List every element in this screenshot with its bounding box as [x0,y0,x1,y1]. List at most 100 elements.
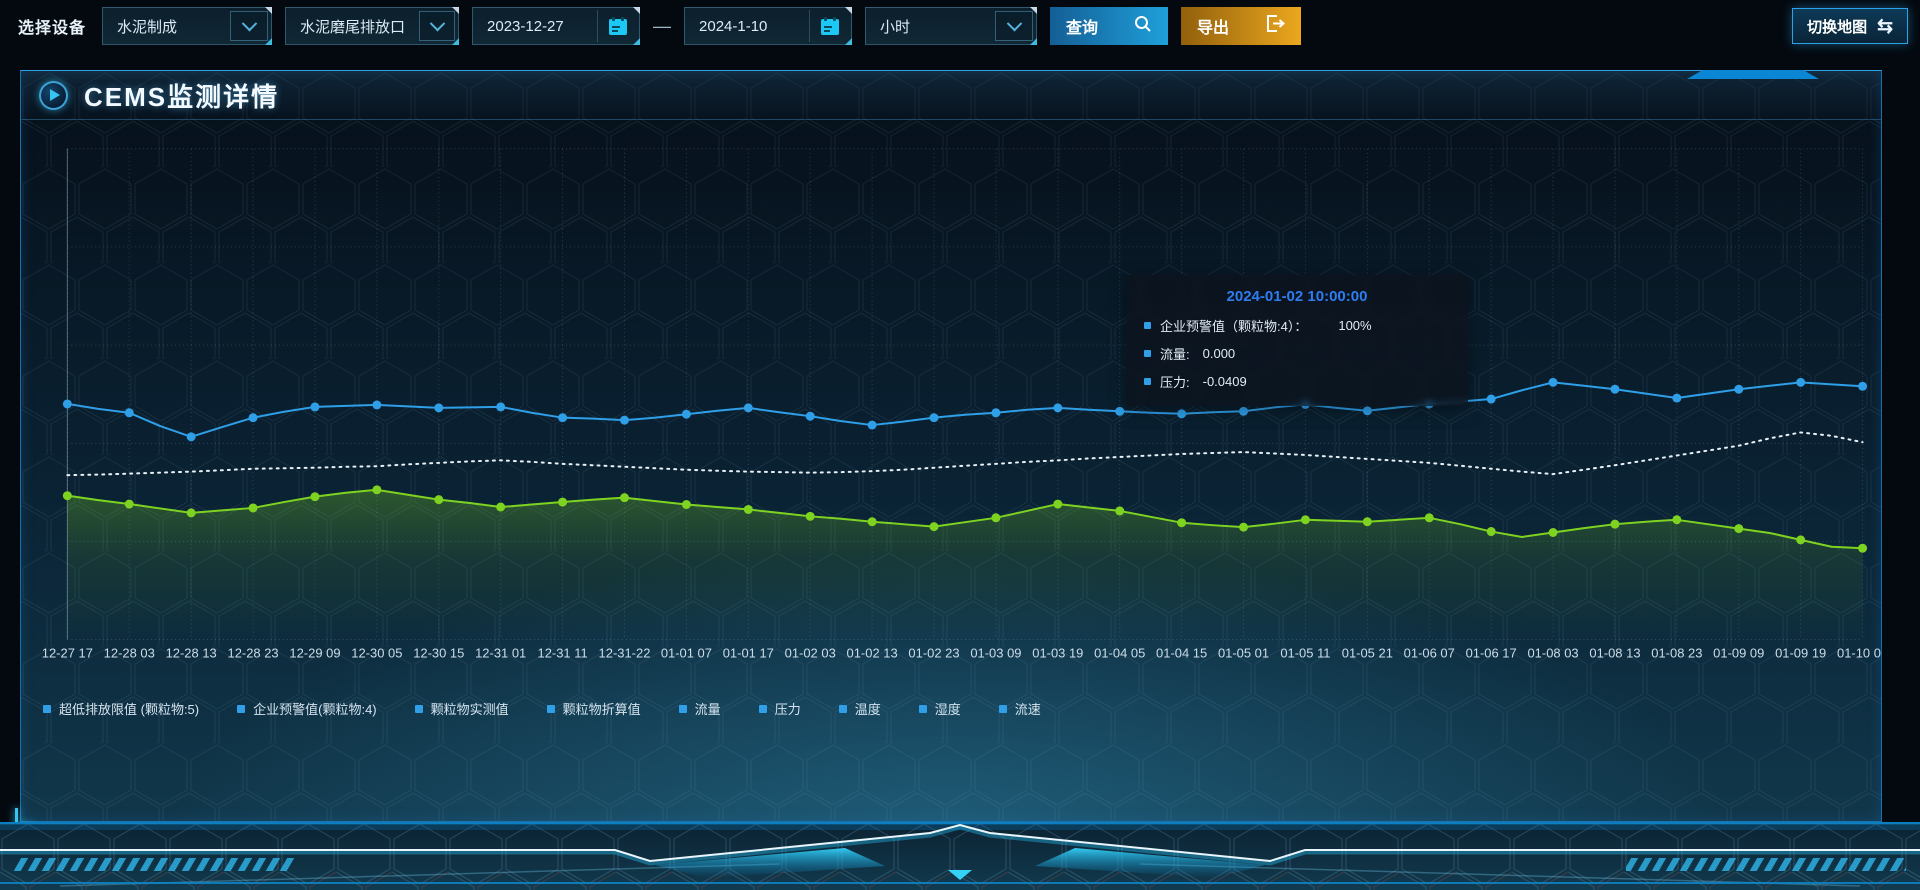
legend-marker-icon [237,704,246,713]
legend-item-label: 流速 [1014,702,1041,717]
tooltip-row-label: 流量: [1160,347,1190,362]
x-axis-label: 01-05 21 [1342,645,1393,660]
x-axis-label: 01-01 07 [661,645,712,660]
legend-marker-icon [998,704,1007,713]
x-axis-label: 01-02 23 [908,645,959,660]
query-button-label: 查询 [1066,20,1099,37]
series-marker-icon [1144,350,1151,357]
cems-line-chart[interactable]: 12-27 17 12-28 03 12-28 13 12-28 23 12-29 09… [21,71,1881,821]
x-axis-label: 12-31 01 [475,645,526,660]
interval-select[interactable]: 小时 [865,7,1038,45]
switch-map-button[interactable]: 切换地图 ⇆ [1792,8,1908,44]
legend-item-label: 超低排放限值 (颗粒物:5) [59,702,200,717]
x-axis-label: 01-05 11 [1280,645,1330,660]
date-range-separator: — [653,15,672,36]
legend-marker-icon [838,704,847,713]
interval-select-value: 小时 [880,18,911,36]
swap-arrows-icon: ⇆ [1877,15,1893,37]
outlet-select[interactable]: 水泥磨尾排放口 [285,7,460,45]
legend-item[interactable]: 颗粒物折算值 [546,699,641,718]
tooltip-row-value: 0.000 [1202,346,1236,361]
start-date-input[interactable]: 2023-12-27 [472,7,641,45]
page-title: CEMS监测详情 [84,81,280,112]
export-button-label: 导出 [1197,20,1230,37]
x-axis-label: 12-31-22 [599,645,651,660]
x-axis-label: 01-08 13 [1589,645,1640,660]
x-axis-label: 12-31 11 [537,645,587,660]
legend-marker-icon [678,704,687,713]
chevron-down-icon[interactable] [230,11,269,41]
tech-footer-decoration [0,822,1920,890]
legend-item[interactable]: 颗粒物实测值 [414,699,509,718]
legend-marker-icon [546,704,555,713]
legend-item[interactable]: 湿度 [918,699,961,718]
outlet-select-value: 水泥磨尾排放口 [300,18,406,36]
series-marker-icon [1144,322,1151,329]
x-axis-label: 12-29 09 [289,645,340,660]
legend-item-label: 企业预警值(颗粒物:4) [253,702,377,717]
end-date-input[interactable]: 2024-1-10 [684,7,853,45]
device-category-select[interactable]: 水泥制成 [102,7,273,45]
x-axis-label: 01-09 09 [1713,645,1764,660]
x-axis-label: 12-28 03 [104,645,155,660]
x-axis-label: 01-02 13 [847,645,898,660]
header-notch-accent [1687,70,1819,79]
legend-item-label: 温度 [854,702,881,717]
export-icon [1266,15,1286,37]
legend-marker-icon [918,704,927,713]
legend-marker-icon [43,704,51,713]
chart-tooltip: 2024-01-02 10:00:00 企业预警值（颗粒物:4）： 100% 流量:… [1126,275,1468,406]
x-axis-label: 01-10 05 [1837,645,1881,660]
tooltip-timestamp: 2024-01-02 10:00:00 [1226,288,1368,305]
x-axis-label: 12-27 17 [42,645,93,660]
tooltip-row: 流量: 0.000 [1144,344,1450,363]
legend-item[interactable]: 企业预警值(颗粒物:4) [237,699,377,718]
tooltip-row: 压力: -0.0409 [1144,372,1450,391]
series-marker-icon [1144,378,1151,385]
legend-item[interactable]: 流量 [678,699,721,718]
legend-item-label: 颗粒物实测值 [430,702,509,717]
panel-header: CEMS监测详情 [21,70,1881,120]
x-axis-label: 01-08 23 [1651,645,1702,660]
cems-detail-panel: CEMS监测详情 12-27 17 12-28 03 12-28 13 12-28 2… [20,70,1882,822]
export-button[interactable]: 导出 [1181,7,1302,45]
x-axis-label: 01-06 07 [1404,645,1455,660]
legend-item-label: 颗粒物折算值 [562,702,641,717]
chart-legend: 超低排放限值 (颗粒物:5) 企业预警值(颗粒物:4) 颗粒物实测值 颗粒物折算值 流量… [43,699,1041,718]
chevron-down-icon[interactable] [995,11,1034,41]
x-axis-label: 01-04 05 [1094,645,1145,660]
start-date-value: 2023-12-27 [487,17,564,35]
legend-item[interactable]: 压力 [758,699,801,718]
x-axis-label: 01-01 17 [723,645,774,660]
x-axis-label: 01-04 15 [1156,645,1207,660]
x-axis-label: 01-03 09 [970,645,1021,660]
legend-item-label: 压力 [774,702,801,717]
device-category-value: 水泥制成 [117,18,178,36]
x-axis-label: 01-08 03 [1527,645,1578,660]
tooltip-row-label: 企业预警值（颗粒物:4）： [1160,319,1308,334]
switch-map-label: 切换地图 [1807,18,1868,36]
legend-item[interactable]: 流速 [998,699,1041,718]
tooltip-row-label: 压力: [1160,375,1190,390]
play-icon[interactable] [39,80,68,110]
x-axis-label: 12-30 15 [413,645,464,660]
legend-item[interactable]: 超低排放限值 (颗粒物:5) [43,699,199,718]
query-button[interactable]: 查询 [1050,7,1169,45]
tooltip-row-value: 100% [1338,318,1372,333]
end-date-value: 2024-1-10 [699,17,768,35]
search-icon [1134,15,1152,38]
tooltip-row-value: -0.0409 [1202,374,1247,389]
x-axis-label: 12-30 05 [351,645,402,660]
x-axis-label: 12-28 13 [166,645,217,660]
x-axis-label: 01-09 19 [1775,645,1826,660]
x-axis-label: 12-28 23 [227,645,278,660]
calendar-icon[interactable] [809,10,849,42]
x-axis-label: 01-05 01 [1218,645,1269,660]
legend-item[interactable]: 温度 [838,699,881,718]
chevron-down-icon[interactable] [419,11,456,41]
calendar-icon[interactable] [597,10,637,42]
top-toolbar: 选择设备 水泥制成 水泥磨尾排放口 2023-12-27 — 2024-1-10 [18,7,1908,45]
x-axis-label: 01-06 17 [1466,645,1517,660]
legend-item-label: 流量 [694,702,721,717]
tooltip-row: 企业预警值（颗粒物:4）： 100% [1144,316,1450,335]
